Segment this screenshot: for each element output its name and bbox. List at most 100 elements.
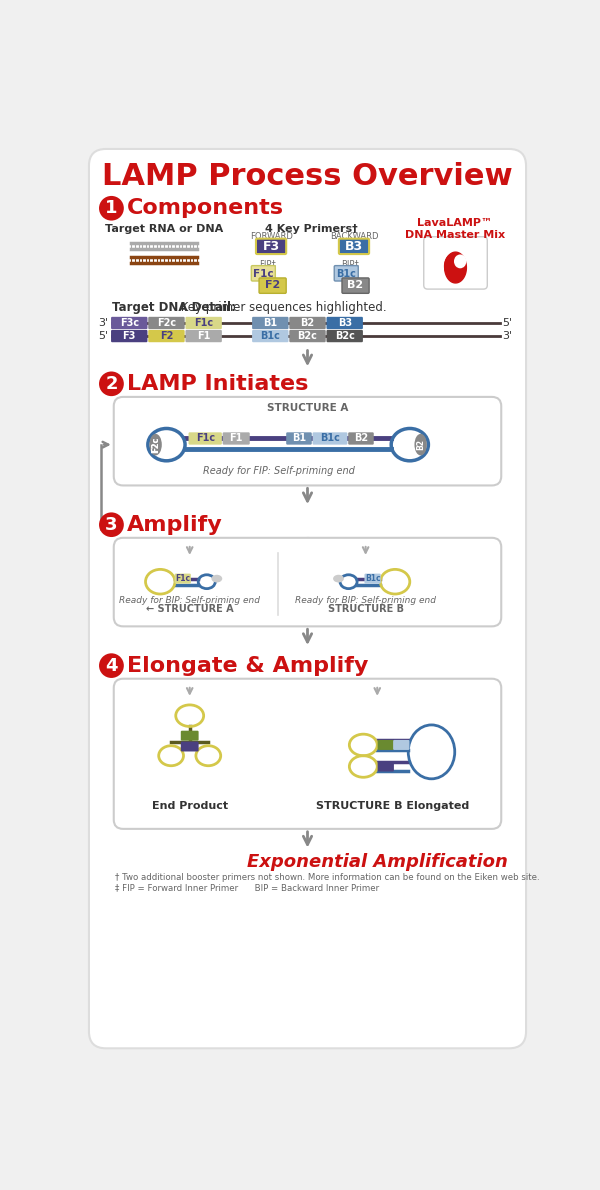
Text: B1: B1 [263, 318, 277, 328]
Text: 1: 1 [105, 199, 118, 218]
Ellipse shape [211, 575, 222, 582]
Text: 5': 5' [98, 331, 108, 342]
FancyBboxPatch shape [148, 330, 185, 343]
Text: LAMP Process Overview: LAMP Process Overview [102, 162, 513, 192]
Text: Target RNA or DNA: Target RNA or DNA [105, 224, 223, 234]
FancyBboxPatch shape [188, 432, 222, 445]
Text: Elongate & Amplify: Elongate & Amplify [127, 656, 368, 676]
Circle shape [99, 371, 124, 396]
Text: B3: B3 [338, 318, 352, 328]
FancyBboxPatch shape [377, 762, 394, 771]
Ellipse shape [454, 255, 466, 268]
FancyBboxPatch shape [185, 330, 222, 343]
FancyBboxPatch shape [313, 432, 347, 445]
FancyBboxPatch shape [252, 317, 289, 330]
Text: ← STRUCTURE A: ← STRUCTURE A [146, 605, 233, 614]
Text: F1c: F1c [196, 433, 215, 444]
FancyBboxPatch shape [364, 574, 381, 583]
Text: STRUCTURE A: STRUCTURE A [267, 402, 348, 413]
Text: FORWARD: FORWARD [250, 232, 293, 242]
Text: B1c: B1c [320, 433, 340, 444]
Text: LavaLAMP™
DNA Master Mix: LavaLAMP™ DNA Master Mix [404, 218, 505, 240]
FancyBboxPatch shape [259, 278, 286, 293]
Ellipse shape [333, 575, 344, 582]
FancyBboxPatch shape [181, 741, 199, 752]
FancyBboxPatch shape [334, 265, 358, 281]
FancyBboxPatch shape [111, 317, 148, 330]
Text: STRUCTURE B Elongated: STRUCTURE B Elongated [316, 801, 469, 810]
Text: B1c: B1c [365, 574, 380, 583]
FancyBboxPatch shape [326, 330, 363, 343]
Ellipse shape [444, 253, 464, 280]
FancyBboxPatch shape [348, 432, 374, 445]
FancyBboxPatch shape [181, 731, 199, 740]
FancyBboxPatch shape [223, 432, 250, 445]
FancyBboxPatch shape [114, 397, 501, 486]
Text: Components: Components [127, 199, 284, 218]
Text: F3: F3 [263, 240, 280, 253]
Text: Key primer sequences highlighted.: Key primer sequences highlighted. [178, 301, 387, 314]
FancyBboxPatch shape [286, 432, 312, 445]
Text: 4 Key Primers†: 4 Key Primers† [265, 224, 358, 234]
Text: F2: F2 [160, 331, 173, 342]
FancyBboxPatch shape [175, 574, 191, 583]
Text: B1: B1 [292, 433, 306, 444]
Text: B3: B3 [345, 240, 363, 253]
Text: BACKWARD: BACKWARD [330, 232, 378, 242]
Text: 2: 2 [105, 375, 118, 393]
FancyBboxPatch shape [289, 317, 326, 330]
Text: F1: F1 [230, 433, 243, 444]
FancyBboxPatch shape [377, 740, 394, 750]
Text: Ready for BIP: Self-priming end: Ready for BIP: Self-priming end [119, 596, 260, 606]
FancyBboxPatch shape [393, 740, 409, 750]
Text: 4: 4 [105, 657, 118, 675]
Ellipse shape [149, 434, 162, 456]
FancyBboxPatch shape [89, 149, 526, 1048]
Text: F3c: F3c [119, 318, 139, 328]
Text: Exponential Amplification: Exponential Amplification [247, 853, 508, 871]
Text: B2c: B2c [298, 331, 317, 342]
Text: B2c: B2c [335, 331, 355, 342]
FancyBboxPatch shape [111, 330, 148, 343]
Circle shape [99, 653, 124, 678]
Text: B1c: B1c [260, 331, 280, 342]
Text: B1c: B1c [337, 269, 356, 278]
Polygon shape [445, 252, 466, 283]
Text: F1c: F1c [253, 269, 274, 278]
FancyBboxPatch shape [252, 330, 289, 343]
Text: F3: F3 [122, 331, 136, 342]
Text: F2c: F2c [157, 318, 176, 328]
Text: Target DNA Detail:: Target DNA Detail: [112, 301, 236, 314]
Text: B2: B2 [416, 439, 425, 450]
FancyBboxPatch shape [256, 239, 286, 253]
FancyBboxPatch shape [114, 678, 501, 829]
Text: 3: 3 [105, 515, 118, 534]
Text: Amplify: Amplify [127, 515, 223, 534]
Text: B2: B2 [301, 318, 314, 328]
Circle shape [99, 513, 124, 537]
Text: 5': 5' [502, 318, 512, 328]
FancyBboxPatch shape [251, 265, 275, 281]
FancyBboxPatch shape [185, 317, 222, 330]
Text: BIP‡: BIP‡ [341, 259, 359, 268]
Text: † Two additional booster primers not shown. More information can be found on the: † Two additional booster primers not sho… [115, 873, 540, 882]
FancyBboxPatch shape [114, 538, 501, 626]
Text: F1: F1 [197, 331, 211, 342]
FancyBboxPatch shape [424, 237, 487, 289]
FancyBboxPatch shape [342, 278, 369, 293]
Text: ‡ FIP = Forward Inner Primer      BIP = Backward Inner Primer: ‡ FIP = Forward Inner Primer BIP = Backw… [115, 883, 379, 891]
Text: F2c: F2c [151, 437, 160, 453]
Text: F1c: F1c [194, 318, 213, 328]
Text: Ready for FIP: Self-priming end: Ready for FIP: Self-priming end [203, 465, 355, 476]
Text: FIP‡: FIP‡ [259, 259, 275, 268]
Text: F2c: F2c [151, 437, 160, 452]
Text: F1c: F1c [175, 574, 190, 583]
Text: STRUCTURE B: STRUCTURE B [328, 605, 404, 614]
Text: F2: F2 [265, 281, 280, 290]
FancyBboxPatch shape [148, 317, 185, 330]
FancyBboxPatch shape [289, 330, 326, 343]
Text: 3': 3' [502, 331, 512, 342]
Ellipse shape [415, 434, 427, 456]
FancyBboxPatch shape [339, 239, 369, 253]
Text: B2: B2 [347, 281, 364, 290]
